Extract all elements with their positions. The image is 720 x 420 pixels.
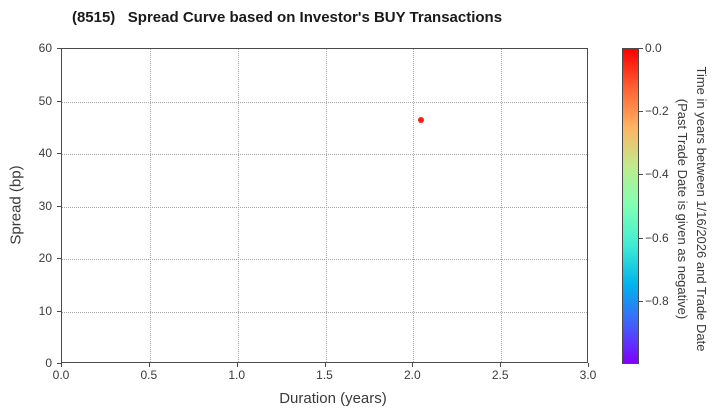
x-axis-label: Duration (years) (279, 390, 387, 407)
x-tick-label: 3.0 (579, 368, 597, 382)
y-tick (57, 205, 61, 207)
y-tick-label: 20 (38, 251, 52, 265)
y-tick-label: 60 (38, 41, 52, 55)
plot-area (61, 48, 588, 363)
colorbar-tick (639, 111, 643, 113)
colorbar-gradient (622, 48, 639, 364)
x-gridline (149, 49, 151, 362)
x-gridline (413, 49, 415, 362)
y-tick (57, 363, 61, 364)
y-tick-label: 0 (45, 356, 52, 370)
x-gridline (237, 49, 239, 362)
x-tick (236, 363, 238, 367)
x-tick (61, 363, 62, 367)
x-tick (148, 363, 150, 367)
y-tick-label: 50 (38, 93, 52, 108)
colorbar-tick-label: −0.8 (645, 293, 669, 308)
y-gridline (62, 101, 587, 103)
colorbar-label-line1: Time in years between 1/16/2026 and Trad… (694, 66, 709, 352)
x-gridline (325, 49, 327, 362)
colorbar-tick-label: 0.0 (645, 41, 662, 55)
y-tick (57, 100, 61, 102)
y-gridline (62, 154, 587, 155)
colorbar-tick-label: −0.6 (645, 230, 669, 245)
x-tick (588, 363, 589, 367)
x-tick-label: 1.0 (228, 368, 245, 382)
y-tick (57, 258, 61, 259)
data-point (418, 116, 425, 123)
x-tick-label: 0.5 (140, 368, 158, 382)
x-tick (412, 363, 414, 367)
x-tick-label: 0.0 (52, 368, 70, 382)
colorbar-label: Time in years between 1/16/2026 and Trad… (673, 9, 711, 409)
colorbar-tick-label: −0.2 (645, 104, 669, 119)
y-tick-label: 30 (38, 198, 52, 213)
colorbar-tick (639, 174, 643, 176)
colorbar-tick (639, 300, 643, 302)
x-tick (324, 363, 326, 367)
y-gridline (62, 259, 587, 260)
x-gridline (501, 49, 503, 362)
colorbar-tick (639, 48, 643, 49)
y-tick-label: 10 (38, 303, 52, 318)
colorbar-tick (639, 237, 643, 239)
x-tick-label: 2.5 (491, 368, 509, 382)
chart-title: (8515) Spread Curve based on Investor's … (71, 9, 503, 26)
y-tick (57, 310, 61, 312)
x-tick-label: 2.0 (403, 368, 421, 382)
x-tick (500, 363, 502, 367)
x-tick-label: 1.5 (316, 368, 333, 382)
colorbar-tick-label: −0.4 (645, 167, 669, 182)
y-tick (57, 153, 61, 154)
y-gridline (62, 206, 587, 208)
y-gridline (62, 311, 587, 313)
y-tick (57, 48, 61, 49)
colorbar-label-line2: (Past Trade Date is given as negative) (675, 98, 690, 320)
y-tick-label: 40 (38, 146, 52, 160)
